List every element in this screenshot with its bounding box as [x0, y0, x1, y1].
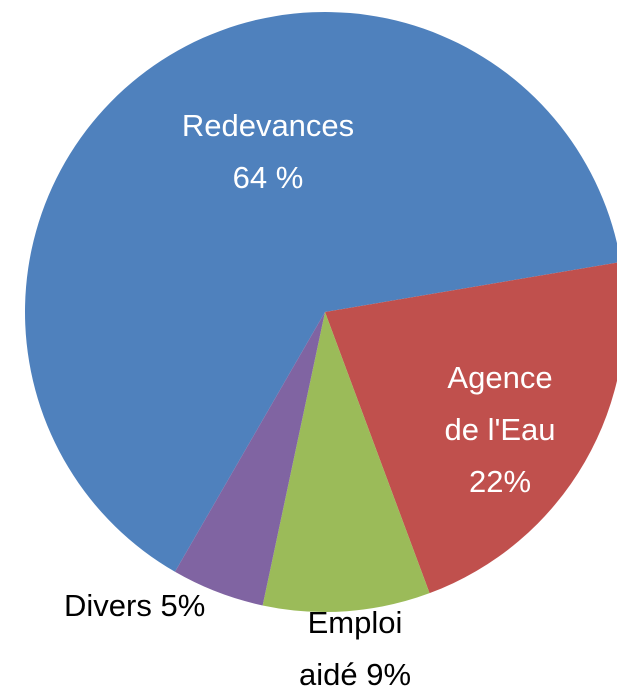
pie-slice — [25, 12, 617, 572]
slice-label: Emploi aidé 9% — [285, 597, 425, 693]
category-label: Divers — [64, 588, 152, 623]
category-label: Agence de l'Eau — [444, 360, 556, 447]
category-label: Emploi aidé — [298, 605, 403, 692]
category-label: Redevances — [181, 108, 355, 143]
value-label: 22% — [468, 464, 532, 499]
slice-label: Divers 5% — [64, 580, 205, 632]
value-label: 9% — [366, 657, 412, 692]
slice-label: Redevances 64 % — [148, 100, 388, 204]
pie-slice — [175, 312, 325, 606]
value-label: 5% — [160, 588, 206, 623]
slice-label: Agence de l'Eau 22% — [430, 352, 570, 508]
value-label: 64 % — [232, 160, 304, 195]
pie-slice — [325, 262, 617, 594]
pie-slice — [262, 312, 430, 612]
